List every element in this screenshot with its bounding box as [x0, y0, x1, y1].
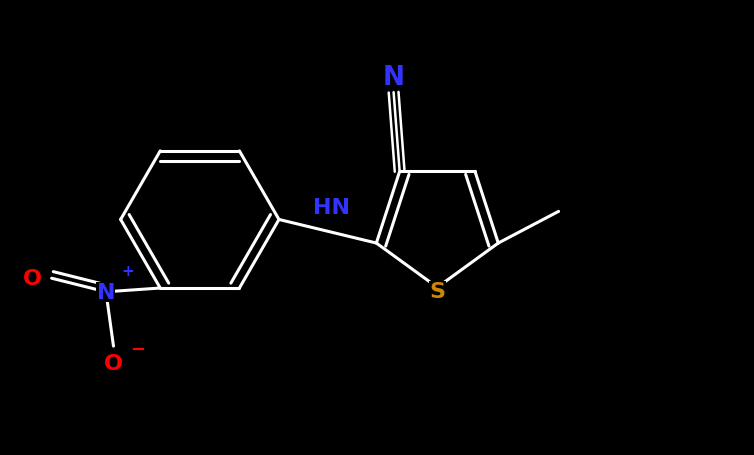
Text: +: +	[121, 263, 133, 278]
Text: HN: HN	[313, 197, 350, 217]
Text: O: O	[104, 353, 123, 373]
Text: −: −	[130, 340, 146, 358]
Text: S: S	[429, 282, 446, 301]
Text: O: O	[23, 268, 42, 288]
Text: N: N	[97, 282, 115, 302]
Text: N: N	[382, 65, 405, 91]
